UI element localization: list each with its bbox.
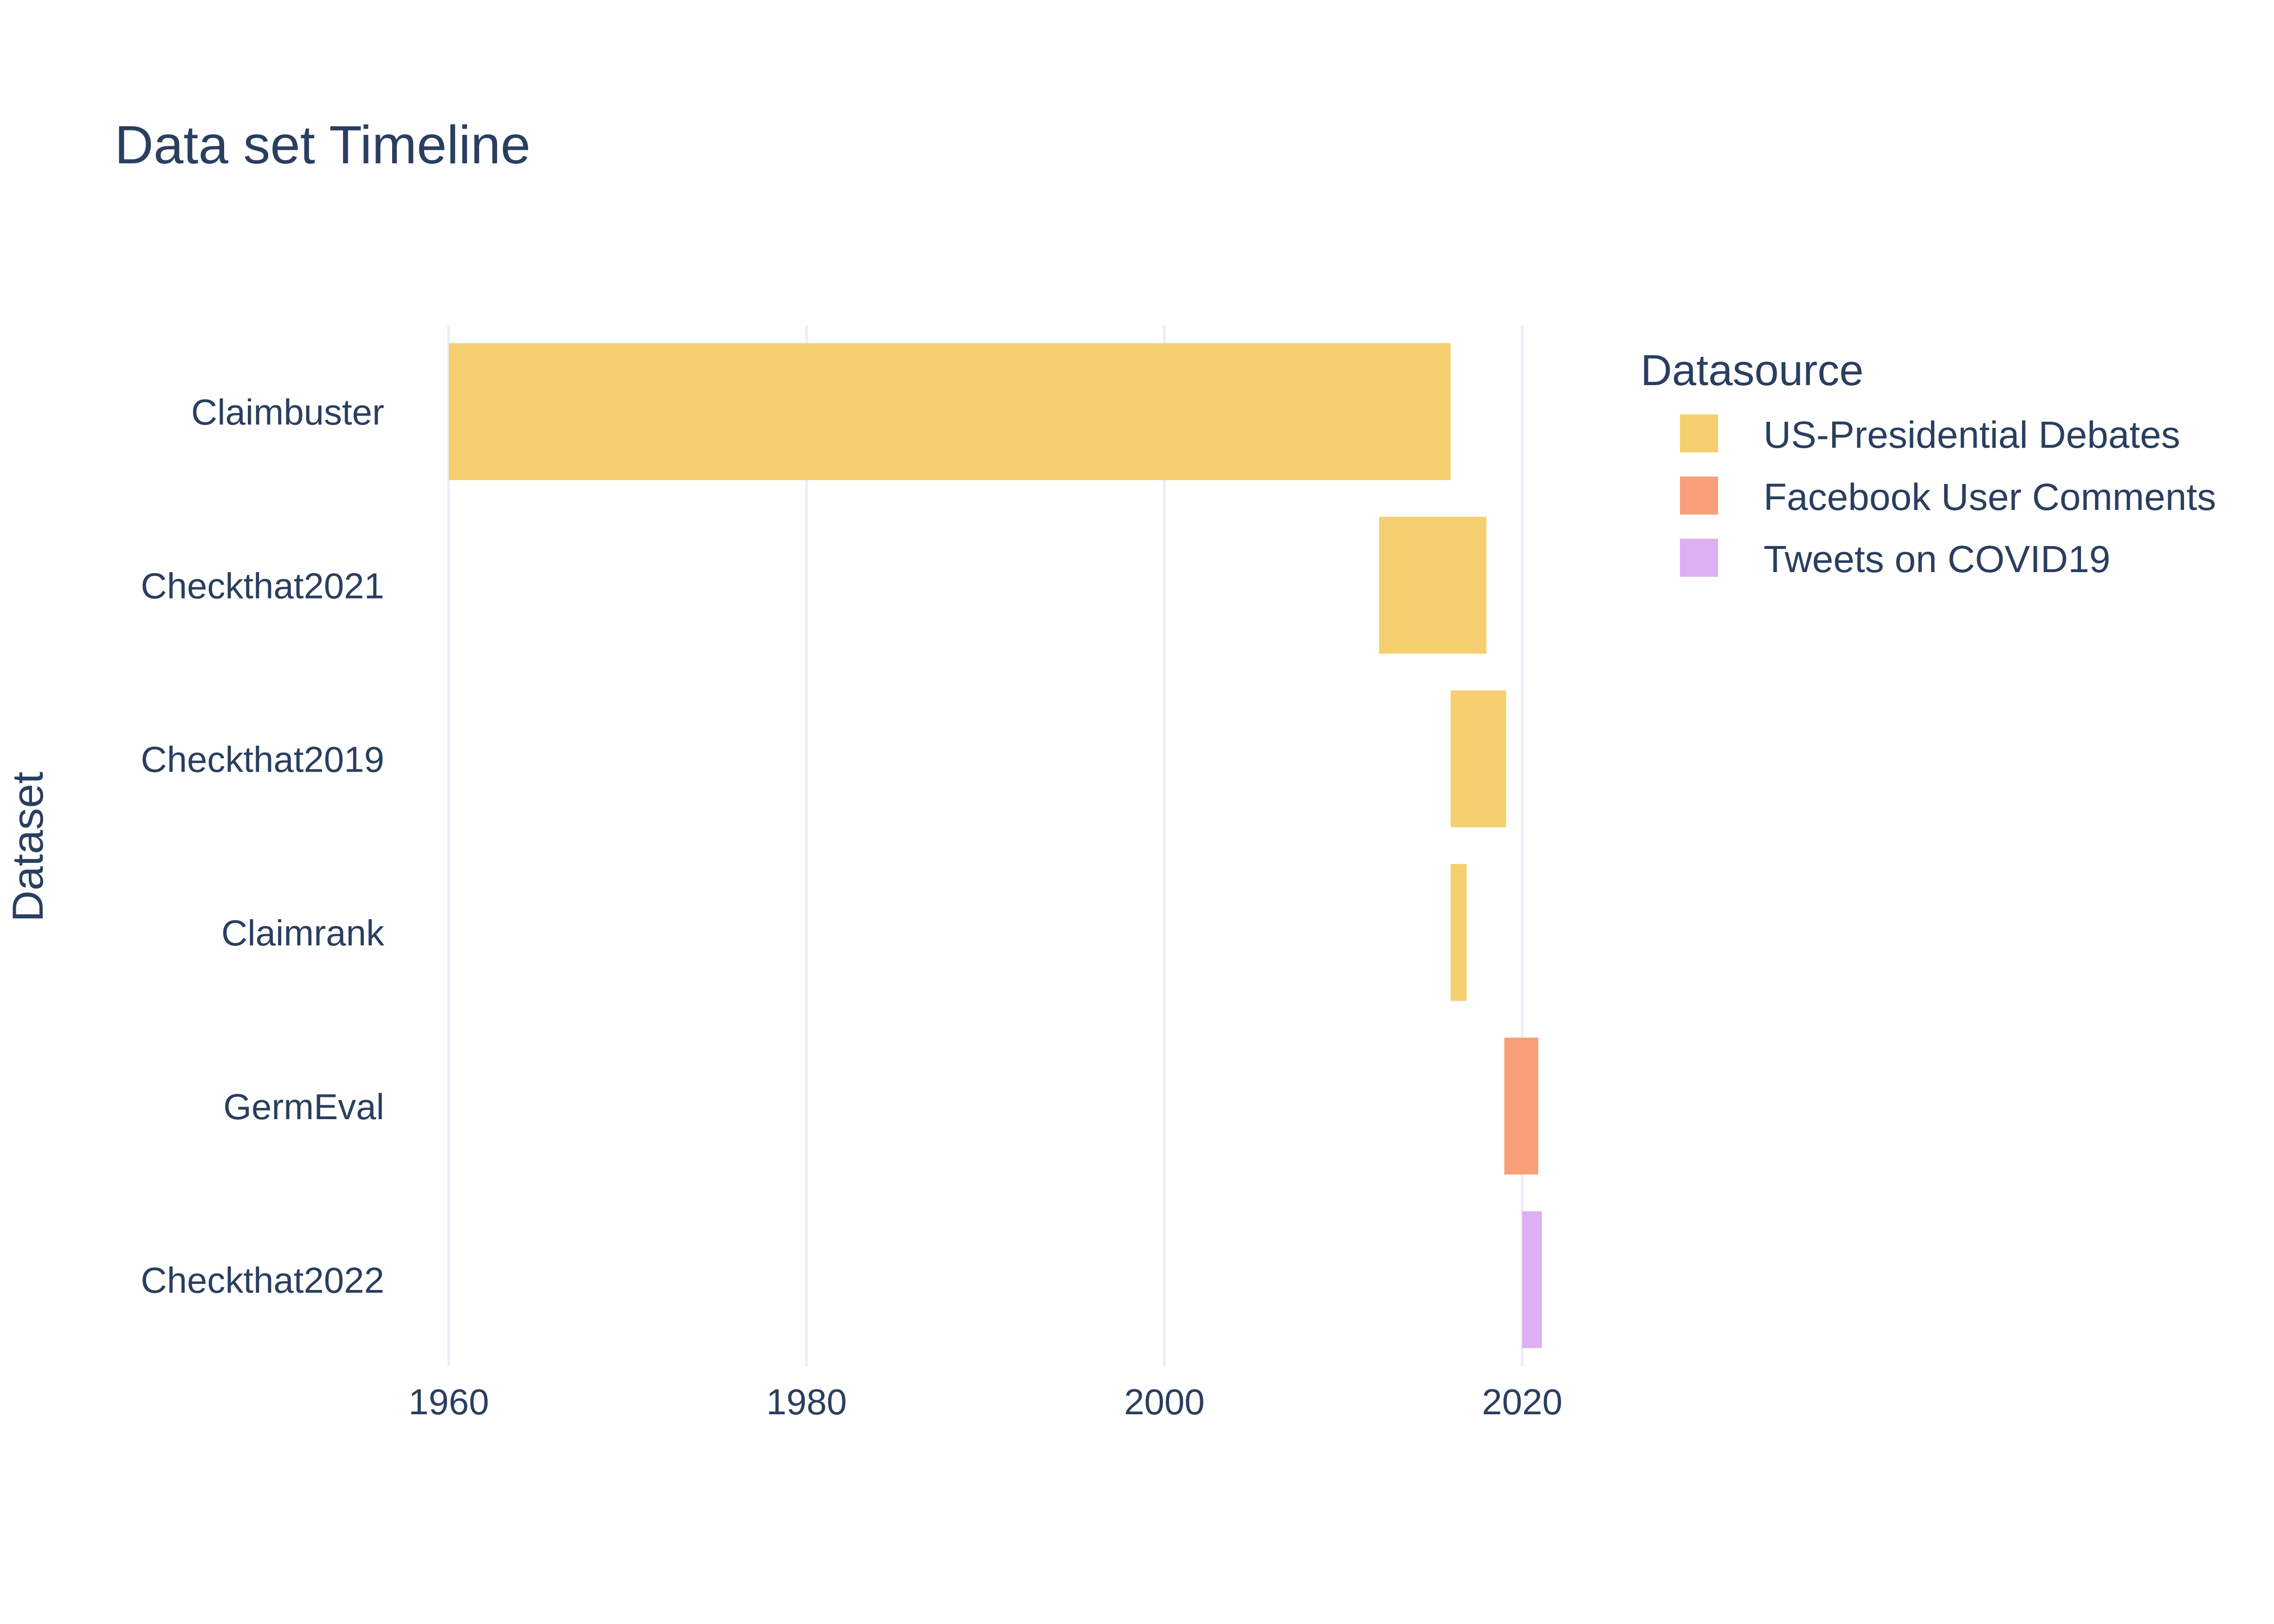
y-tick-claimrank: Claimrank (221, 913, 385, 954)
y-tick-checkthat2022: Checkthat2022 (141, 1260, 384, 1301)
legend-label-3: Tweets on COVID19 (1764, 538, 2110, 580)
bar-checkthat2021 (1379, 516, 1486, 654)
y-tick-claimbuster: Claimbuster (191, 392, 384, 432)
y-tick-checkthat2021: Checkthat2021 (141, 565, 384, 606)
bar-claimbuster (449, 343, 1451, 480)
legend-swatch-1 (1680, 414, 1718, 452)
bar-germeval (1504, 1038, 1538, 1175)
bar-checkthat2019 (1450, 690, 1506, 827)
y-tick-labels: Claimbuster Checkthat2021 Checkthat2019 Cla… (141, 392, 385, 1301)
legend: Datasource US-Presidential Debates Facebo… (1641, 346, 2216, 580)
x-tick-2000: 2000 (1124, 1381, 1205, 1422)
grid-lines (447, 325, 1524, 1366)
bars (449, 343, 1542, 1348)
x-tick-labels: 1960 1980 2000 2020 (408, 1381, 1563, 1422)
bar-checkthat2022 (1522, 1211, 1542, 1348)
x-tick-1960: 1960 (408, 1381, 489, 1422)
legend-title: Datasource (1641, 346, 1864, 394)
chart-title: Data set Timeline (115, 115, 530, 175)
bar-claimrank (1450, 864, 1467, 1001)
legend-swatch-2 (1680, 477, 1718, 515)
y-tick-germeval: GermEval (223, 1086, 384, 1127)
legend-label-2: Facebook User Comments (1764, 476, 2216, 518)
legend-label-1: US-Presidential Debates (1764, 414, 2180, 456)
x-tick-2020: 2020 (1482, 1381, 1563, 1422)
y-axis-title: Dataset (3, 772, 52, 922)
legend-swatch-3 (1680, 539, 1718, 577)
x-tick-1980: 1980 (766, 1381, 847, 1422)
y-tick-checkthat2019: Checkthat2019 (141, 739, 384, 780)
